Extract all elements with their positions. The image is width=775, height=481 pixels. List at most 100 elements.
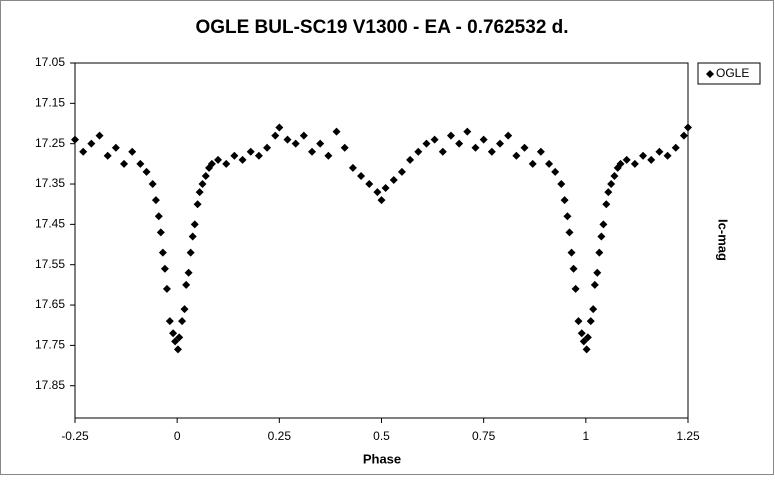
- data-point: [520, 143, 529, 152]
- legend-marker: [706, 70, 714, 78]
- data-point: [455, 139, 464, 148]
- data-point: [663, 151, 672, 160]
- data-point: [377, 196, 386, 205]
- data-point: [607, 180, 616, 189]
- data-point: [577, 329, 586, 338]
- data-point: [487, 147, 496, 156]
- data-point: [551, 167, 560, 176]
- data-point: [496, 139, 505, 148]
- data-point: [151, 196, 160, 205]
- data-point: [198, 180, 207, 189]
- data-point: [639, 151, 648, 160]
- data-point: [563, 212, 572, 221]
- data-point: [586, 317, 595, 326]
- data-point: [71, 135, 79, 144]
- x-tick-label: 0: [174, 429, 181, 443]
- data-point: [593, 268, 602, 277]
- data-point: [142, 167, 151, 176]
- data-point: [156, 228, 165, 237]
- data-point: [365, 180, 374, 189]
- data-point: [616, 159, 625, 168]
- data-point: [222, 159, 231, 168]
- data-point: [173, 345, 182, 354]
- data-point: [283, 135, 292, 144]
- data-point: [195, 188, 204, 197]
- chart-title: OGLE BUL-SC19 V1300 - EA - 0.762532 d.: [195, 17, 568, 38]
- data-point: [430, 135, 439, 144]
- data-point: [595, 248, 604, 257]
- data-point: [182, 280, 191, 289]
- data-point: [560, 196, 569, 205]
- data-point: [679, 131, 688, 140]
- data-point: [246, 147, 255, 156]
- data-point: [263, 143, 272, 152]
- data-point: [422, 139, 431, 148]
- data-point: [536, 147, 545, 156]
- data-point: [647, 155, 656, 164]
- data-point: [604, 188, 613, 197]
- x-tick-label: -0.25: [61, 429, 89, 443]
- x-tick-label: 0.75: [472, 429, 496, 443]
- y-tick-label: 17.85: [35, 378, 65, 392]
- data-point: [214, 155, 223, 164]
- data-point: [599, 220, 608, 229]
- data-point: [162, 284, 171, 293]
- data-point: [583, 333, 592, 342]
- data-point: [201, 171, 210, 180]
- x-tick-label: 1.25: [676, 429, 700, 443]
- x-tick-label: 0.5: [373, 429, 390, 443]
- data-point: [95, 131, 104, 140]
- data-point: [671, 143, 680, 152]
- data-point: [79, 147, 88, 156]
- data-point: [479, 135, 488, 144]
- plot-area: [74, 62, 689, 419]
- data-point: [557, 180, 566, 189]
- data-point: [574, 317, 583, 326]
- data-point: [571, 284, 580, 293]
- data-point: [332, 127, 341, 136]
- data-point: [316, 139, 325, 148]
- data-point: [545, 159, 554, 168]
- data-point: [471, 143, 480, 152]
- data-point: [158, 248, 167, 257]
- data-point: [597, 232, 606, 241]
- x-tick-label: 0.25: [268, 429, 292, 443]
- data-point: [512, 151, 521, 160]
- data-point: [582, 345, 591, 354]
- x-tick-label: 1: [582, 429, 589, 443]
- y-tick-label: 17.55: [35, 257, 65, 271]
- data-point: [373, 188, 382, 197]
- data-point: [230, 151, 239, 160]
- data-point: [438, 147, 447, 156]
- data-point: [565, 228, 574, 237]
- data-point: [590, 280, 599, 289]
- data-point: [397, 167, 406, 176]
- x-axis-label: Phase: [363, 451, 401, 466]
- data-point: [528, 159, 537, 168]
- y-tick-label: 17.35: [35, 176, 65, 190]
- data-point: [207, 159, 216, 168]
- y-tick-label: 17.65: [35, 297, 65, 311]
- data-point: [275, 123, 284, 132]
- data-point: [180, 305, 189, 314]
- data-point: [602, 200, 611, 209]
- data-point: [324, 151, 333, 160]
- data-point: [171, 337, 180, 346]
- data-point: [357, 171, 366, 180]
- data-point: [655, 147, 664, 156]
- data-point: [169, 329, 178, 338]
- legend-box: [697, 62, 761, 85]
- data-point: [504, 131, 513, 140]
- data-point: [178, 317, 187, 326]
- data-point: [684, 123, 692, 132]
- data-point: [446, 131, 455, 140]
- data-point: [630, 159, 639, 168]
- data-point: [299, 131, 308, 140]
- data-point: [308, 147, 317, 156]
- data-point: [175, 333, 184, 342]
- data-point: [111, 143, 120, 152]
- data-point: [128, 147, 137, 156]
- data-point: [271, 131, 280, 140]
- data-point: [610, 171, 619, 180]
- data-point: [148, 180, 157, 189]
